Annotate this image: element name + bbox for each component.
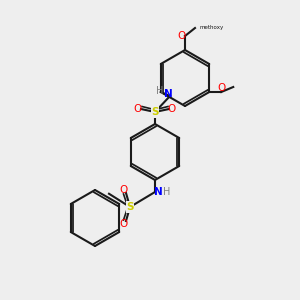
Text: O: O [134,104,142,114]
Text: S: S [126,202,134,212]
Text: O: O [217,83,225,93]
Text: S: S [151,107,159,117]
Text: methoxy: methoxy [200,26,224,31]
Text: O: O [119,185,127,195]
Text: N: N [164,89,172,99]
Text: H: H [156,86,164,96]
Text: O: O [177,31,185,41]
Text: N: N [154,187,162,197]
Text: O: O [119,219,127,229]
Text: H: H [163,187,171,197]
Text: O: O [168,104,176,114]
